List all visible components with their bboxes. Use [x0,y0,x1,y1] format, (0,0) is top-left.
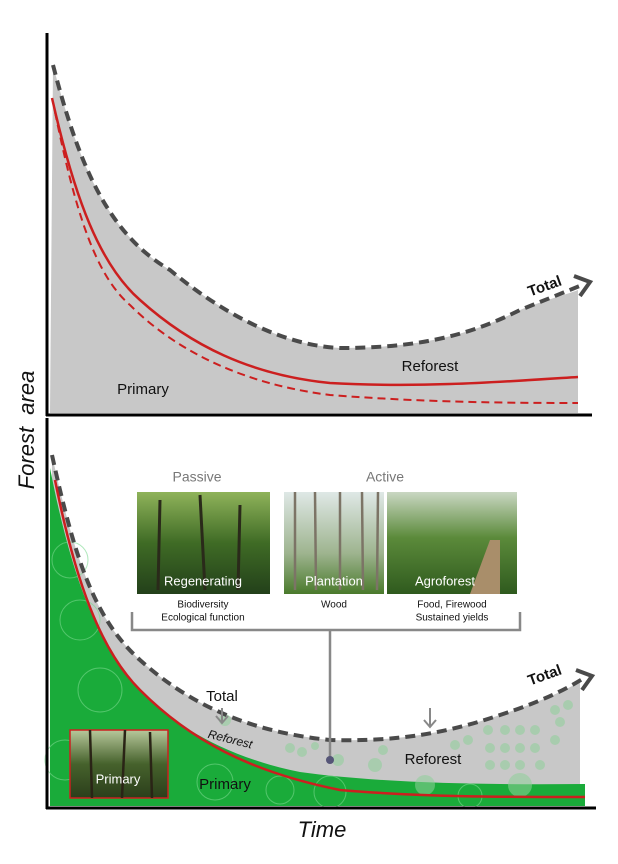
bottom-reforest-label: Reforest [405,751,463,768]
photo-label: Agroforest [415,573,475,588]
bracket [130,612,522,758]
top-total-curve [51,64,583,351]
total-pointer-arrows [215,708,437,729]
bottom-total-label: Total [526,662,564,690]
caption: Wood [321,600,347,611]
agroforest-photo: Agroforest [387,492,517,594]
caption: Biodiversity [177,600,228,611]
bracket-dot [326,756,334,764]
caption: Ecological function [161,613,244,624]
bottom-reforest-curve [53,479,586,799]
plantation-photo: Plantation [284,491,384,594]
photo-label: Plantation [305,573,363,588]
caption: Sustained yields [416,613,489,624]
top-primary-curve [54,111,579,404]
reforest-patches [219,700,573,797]
top-reforest-label: Reforest [402,358,460,375]
regenerating-photo: Regenerating [137,492,270,594]
active-heading: Active [366,469,404,485]
photo-label: Primary [96,771,141,786]
bottom-total-curve [50,454,586,743]
passive-heading: Passive [172,469,221,485]
top-total-area [50,65,578,413]
top-reforest-curve [50,97,579,387]
x-axis-label: Time [298,817,347,842]
caption: Food, Firewood [417,600,486,611]
bottom-primary-label: Primary [199,776,251,793]
bottom-total-area [50,455,580,806]
photo-label: Regenerating [164,573,242,588]
primary-photo: Primary [69,729,169,799]
top-total-arrowhead [573,274,594,298]
top-primary-label: Primary [117,381,169,398]
bottom-total-arrowhead [575,668,596,692]
y-axis-label: Forest area [14,371,39,490]
total-pointer-label: Total [206,688,238,705]
